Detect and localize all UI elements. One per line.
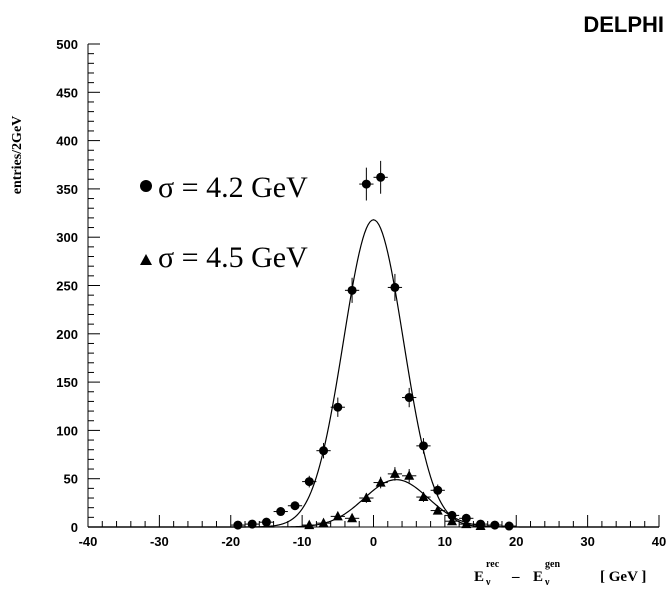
data-point: [332, 510, 343, 521]
data-point: [475, 520, 486, 531]
data-point: [433, 485, 443, 495]
legend-label-series-2: σ = 4.5 GeV: [158, 241, 308, 274]
legend-triangle-marker: [140, 254, 152, 265]
data-point: [404, 393, 414, 403]
data-point: [404, 470, 415, 480]
legend-label-series-1: σ = 4.2 GeV: [158, 171, 308, 204]
y-tick-label: 50: [64, 472, 78, 487]
experiment-label: DELPHI: [583, 12, 664, 37]
x-label-e1: E: [474, 569, 484, 585]
data-point: [304, 519, 315, 530]
data-point: [347, 512, 358, 523]
y-tick-label: 500: [56, 37, 78, 52]
y-tick-label: 150: [56, 375, 78, 390]
x-tick-label: 40: [652, 534, 666, 549]
data-point: [276, 507, 286, 517]
x-tick-label: -10: [293, 534, 312, 549]
y-tick-label: 250: [56, 279, 78, 294]
fit-curves: [88, 219, 659, 528]
x-axis-label: E ν rec – E ν gen [ GeV ]: [474, 559, 646, 588]
x-label-sub1: ν: [485, 577, 491, 588]
legend-circle-marker: [140, 180, 152, 192]
data-point: [432, 505, 443, 515]
y-tick-label: 350: [56, 182, 78, 197]
x-tick-label: 10: [438, 534, 452, 549]
x-tick-label: 20: [509, 534, 523, 549]
data-point: [347, 285, 357, 295]
data-point: [376, 172, 386, 182]
data-point: [390, 282, 400, 292]
y-tick-label: 300: [56, 230, 78, 245]
legend: σ = 4.2 GeV σ = 4.5 GeV: [140, 171, 308, 274]
x-tick-label: 30: [580, 534, 594, 549]
data-point: [319, 446, 329, 456]
data-point: [447, 515, 458, 526]
x-label-unit: [ GeV ]: [600, 569, 646, 585]
data-point: [461, 518, 472, 529]
data-points: [230, 160, 517, 531]
x-label-sup2: gen: [545, 559, 560, 570]
data-point: [361, 179, 371, 189]
x-label-sub2: ν: [544, 577, 550, 588]
y-tick-label: 400: [56, 134, 78, 149]
y-tick-label: 200: [56, 327, 78, 342]
data-point: [418, 441, 428, 451]
x-tick-label: -30: [150, 534, 169, 549]
y-tick-label: 450: [56, 85, 78, 100]
data-point: [504, 521, 514, 531]
data-point: [333, 402, 343, 412]
x-label-minus: –: [511, 569, 520, 585]
data-point: [233, 520, 243, 530]
axes: [87, 44, 659, 528]
y-tick-label: 100: [56, 423, 78, 438]
series-2: [302, 467, 488, 531]
data-point: [318, 517, 329, 528]
y-tick-label: 0: [71, 520, 78, 535]
series-1: [230, 160, 517, 531]
x-tick-label: 0: [370, 534, 377, 549]
data-point: [261, 517, 271, 527]
data-point: [290, 501, 300, 511]
data-point: [418, 491, 429, 502]
data-point: [447, 510, 457, 520]
x-tick-label: -20: [221, 534, 240, 549]
data-point: [375, 477, 386, 487]
data-point: [304, 477, 314, 487]
x-label-e2: E: [533, 569, 543, 585]
ticks: -40 -30 -20 -10 0 10 20 30 400501001502002503003…: [56, 37, 666, 549]
data-point: [461, 513, 471, 523]
y-axis-label: entries/2GeV: [10, 116, 25, 195]
fit-curve-2: [88, 479, 659, 528]
data-point: [490, 520, 500, 530]
x-label-sup1: rec: [486, 559, 500, 570]
data-point: [389, 468, 400, 478]
data-point: [247, 519, 257, 529]
data-point: [361, 492, 372, 503]
x-tick-label: -40: [79, 534, 98, 549]
